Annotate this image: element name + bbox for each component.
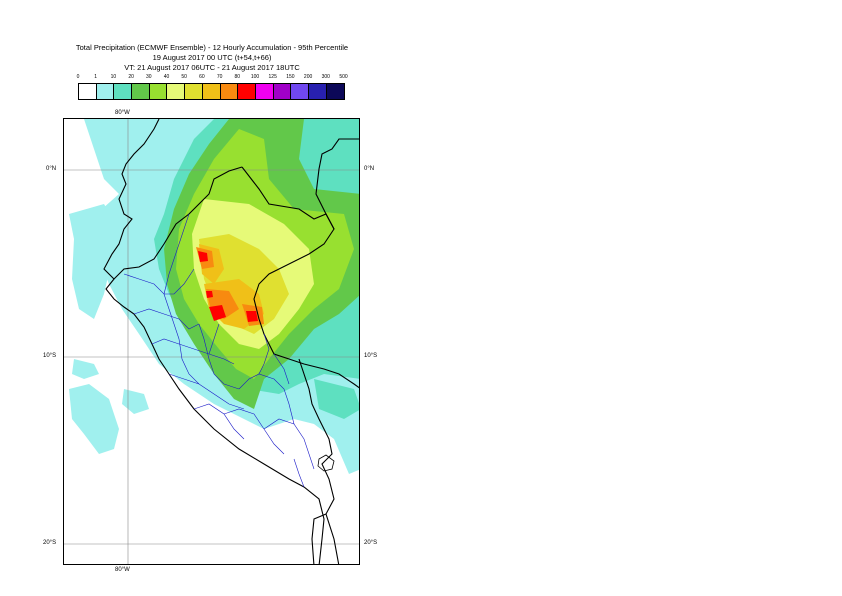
precip-shade-80-100-b: [209, 305, 226, 321]
legend-tick-label: 50: [181, 74, 187, 80]
region-border-6: [168, 373, 245, 410]
precip-shade-10-20-south: [314, 379, 359, 419]
legend-tick-label: 10: [110, 74, 117, 80]
legend-tick-label: 100: [250, 74, 260, 80]
map-subtitle-run: 19 August 2017 00 UTC (t+54,t+66): [152, 53, 272, 62]
precip-shade-80-100-d: [206, 291, 213, 298]
region-border-11: [258, 333, 270, 375]
coastline: [103, 119, 325, 564]
legend-swatch: [114, 84, 133, 99]
map-title: Total Precipitation (ECMWF Ensemble) - 1…: [75, 43, 349, 52]
legend-tick-label: 200: [303, 74, 313, 80]
precip-shade-1-10-offshore-c: [72, 359, 99, 379]
peru-colombia-border: [241, 166, 335, 320]
legend-tick-label: 20: [128, 74, 134, 80]
region-border-4: [163, 293, 200, 385]
legend-tick-label: 0: [76, 74, 80, 80]
colombia-brazil-border: [315, 138, 359, 230]
lat-label-right-20: 20°S: [364, 540, 378, 546]
legend-tick-label: 60: [199, 74, 205, 80]
map-subtitle-valid-time: VT: 21 August 2017 06UTC - 21 August 201…: [124, 63, 300, 72]
bolivia-chile-border: [311, 513, 327, 564]
legend-swatch: [202, 84, 221, 99]
region-border-13: [208, 323, 220, 355]
legend-tick-label: 1: [94, 74, 98, 80]
legend-tick-label: 300: [321, 74, 330, 80]
legend-tick-labels: 0 1 10 20 30 40 50 60 70 80 100 125 150 200 300 500: [0, 74, 842, 84]
graticule: [64, 119, 359, 564]
map-canvas: [64, 119, 359, 564]
region-border-10: [238, 373, 295, 425]
legend-swatch: [96, 84, 115, 99]
region-border-15: [293, 458, 305, 488]
admin-borders: [123, 213, 315, 488]
lat-label-left-20: 20°S: [43, 540, 57, 546]
region-border-5: [198, 323, 240, 390]
legend-swatch: [238, 84, 256, 99]
region-border-14: [163, 213, 190, 295]
legend-swatch: [220, 84, 239, 99]
peru-brazil-border: [258, 318, 359, 389]
legend-swatch: [255, 84, 274, 99]
legend-swatch: [79, 84, 97, 99]
legend-swatch: [273, 84, 292, 99]
legend-swatch: [185, 84, 203, 99]
legend-tick-label: 150: [286, 74, 295, 80]
legend-tick-label: 500: [339, 74, 348, 80]
legend-swatch: [132, 84, 150, 99]
lon-label-bottom: 80°W: [115, 567, 130, 573]
ecuador-peru-border: [113, 166, 243, 280]
lat-label-left-0: 0°N: [46, 166, 57, 172]
precip-shade-80-100-a: [198, 251, 208, 262]
color-legend: [78, 83, 346, 100]
legend-tick-label: 125: [268, 74, 277, 80]
precip-shade-80-100-c: [246, 311, 258, 322]
legend-tick-label: 40: [163, 74, 170, 80]
precipitation-map: [63, 118, 360, 565]
region-border-12: [273, 353, 290, 385]
legend-swatch: [149, 84, 168, 99]
legend-tick-label: 80: [234, 74, 241, 80]
lat-label-right-0: 0°N: [364, 166, 375, 172]
legend-tick-label: 30: [146, 74, 152, 80]
legend-tick-label: 70: [216, 74, 223, 80]
region-border-9: [263, 418, 315, 470]
precip-shade-1-10-offshore-a: [69, 204, 119, 319]
legend-swatch: [326, 84, 345, 99]
lake-titicaca: [317, 454, 335, 472]
lat-label-left-10: 10°S: [43, 353, 57, 359]
region-border-3: [151, 338, 235, 365]
precip-shade-1-10-offshore-b: [69, 384, 119, 454]
legend-swatch: [167, 84, 186, 99]
lon-label-top: 80°W: [115, 110, 130, 116]
region-border-8: [223, 408, 285, 455]
legend-swatch: [291, 84, 309, 99]
legend-swatch: [308, 84, 327, 99]
precip-shade-1-10-offshore-d: [122, 389, 149, 414]
lat-label-right-10: 10°S: [364, 353, 378, 359]
country-borders: [103, 119, 359, 564]
